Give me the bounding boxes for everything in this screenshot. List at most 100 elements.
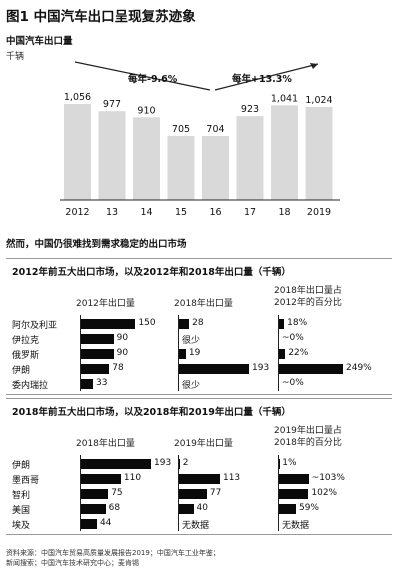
source-line-1: 资料来源：中国汽车贸易高质量发展报告2019；中国汽车工业年鉴； xyxy=(6,549,220,557)
bar-14 xyxy=(133,117,160,200)
bar-16 xyxy=(202,136,229,200)
p2-country-3: 美国 xyxy=(12,506,31,516)
p1-col1-label-3: 78 xyxy=(112,363,124,373)
source-note: 资料来源：中国汽车贸易高质量发展报告2019；中国汽车工业年鉴； 新闻搜索；中国… xyxy=(6,548,220,568)
p2-col1-bar-1 xyxy=(81,474,121,484)
p1-col2-label-4: 很少 xyxy=(182,381,201,391)
p2-col2-bar-1 xyxy=(179,474,220,484)
value-label-17: 923 xyxy=(241,104,259,115)
p1-col3-bar-2 xyxy=(279,349,286,359)
bar-15 xyxy=(167,135,195,200)
p2-col2-bar-3 xyxy=(179,504,194,514)
p2-col1-bar-4 xyxy=(81,519,97,529)
p1-col3-bar-0 xyxy=(279,319,285,329)
x-tick-label-2019: 2019 xyxy=(307,207,331,218)
x-tick-label-13: 13 xyxy=(106,207,118,218)
panel1-axis-2 xyxy=(178,315,179,391)
p2-col2-bar-0 xyxy=(179,459,180,469)
export-volume-chart: 1,056 2012 977 13 910 14 705 15 704 16 923 17 1,041 1… xyxy=(60,61,340,218)
annotation-decline: 每年-9.6% xyxy=(128,73,178,85)
panel-2012-markets: 2012年前五大出口市场，以及2012年和2018年出口量（千辆） 2012年出… xyxy=(6,258,392,395)
p1-col3-label-4: ~0% xyxy=(282,378,304,388)
lead-text: 然而，中国仍很难找到需求稳定的出口市场 xyxy=(6,239,187,250)
p2-col3-label-3: 59% xyxy=(298,503,319,513)
p1-col2-label-3: 193 xyxy=(252,363,270,373)
x-tick-label-17: 17 xyxy=(244,207,256,218)
p2-col1-bar-0 xyxy=(81,459,151,469)
panel-2018-markets: 2018年前五大出口市场，以及2018年和2019年出口量（千辆） 2018年出… xyxy=(6,398,392,535)
p2-col1-label-4: 44 xyxy=(99,518,112,528)
trend-arrow-decline xyxy=(74,61,211,91)
p2-col3-bar-0 xyxy=(279,459,280,469)
p2-country-0: 伊朗 xyxy=(12,461,31,471)
p1-col3-label-3: 249% xyxy=(346,363,372,373)
p1-col3-label-1: ~0% xyxy=(282,333,304,343)
p1-col3-label-0: 18% xyxy=(287,318,308,328)
panel1-col3-header-1: 2018年出口量占 xyxy=(274,286,342,296)
p1-country-3: 伊朗 xyxy=(12,366,31,376)
p1-country-0: 阿尔及利亚 xyxy=(12,321,58,331)
panel1-col2-header: 2018年出口量 xyxy=(174,299,233,309)
p2-col1-label-1: 110 xyxy=(123,473,142,483)
panel2-col3-header-1: 2019年出口量占 xyxy=(274,426,342,436)
panel2-col1-header: 2018年出口量 xyxy=(76,439,135,449)
value-label-18: 1,041 xyxy=(271,93,298,104)
p2-col3-label-2: 102% xyxy=(311,488,338,498)
bar-2019 xyxy=(305,106,333,200)
p2-col2-label-2: 77 xyxy=(209,488,222,498)
p2-col3-label-4: 无数据 xyxy=(282,521,310,531)
p1-country-4: 委内瑞拉 xyxy=(12,381,49,391)
chart-title: 中国汽车出口量 xyxy=(6,36,73,47)
p2-col2-label-0: 2 xyxy=(182,458,189,468)
bar-18 xyxy=(271,105,298,200)
trend-arrow-recovery xyxy=(214,63,319,91)
bar-17 xyxy=(236,116,264,200)
value-label-2012: 1,056 xyxy=(64,92,91,103)
p2-col2-label-3: 40 xyxy=(196,503,208,513)
p1-col2-label-2: 19 xyxy=(188,348,201,358)
x-tick-label-18: 18 xyxy=(278,207,290,218)
chart-unit: 千辆 xyxy=(6,52,25,62)
p1-col1-label-0: 150 xyxy=(138,318,156,328)
p2-col2-label-1: 113 xyxy=(222,473,241,483)
p1-col1-bar-0 xyxy=(81,319,136,329)
p1-col1-label-2: 90 xyxy=(116,348,129,358)
x-tick-label-14: 14 xyxy=(140,207,152,218)
value-label-14: 910 xyxy=(137,105,155,116)
value-label-15: 705 xyxy=(172,124,190,135)
p1-col1-label-1: 90 xyxy=(116,333,129,343)
trend-arrowhead xyxy=(310,63,318,69)
p2-col1-label-0: 193 xyxy=(154,458,172,468)
panel2-col2-header: 2019年出口量 xyxy=(174,439,233,449)
x-tick-label-2012: 2012 xyxy=(65,207,89,218)
p2-country-2: 智利 xyxy=(12,491,31,501)
panel2-title: 2018年前五大出口市场，以及2018年和2019年出口量（千辆） xyxy=(12,407,291,418)
x-tick-label-15: 15 xyxy=(175,207,187,218)
p2-col3-label-0: 1% xyxy=(282,458,297,468)
p2-col1-bar-2 xyxy=(81,489,109,499)
source-line-2: 新闻搜索；中国汽车技术研究中心；麦肯锡 xyxy=(6,559,139,567)
panel1-axis-3 xyxy=(278,315,279,391)
p2-col3-label-1: ~103% xyxy=(311,473,345,483)
p1-country-2: 俄罗斯 xyxy=(12,351,40,361)
p1-col2-label-1: 很少 xyxy=(182,336,201,346)
p2-col1-bar-3 xyxy=(81,504,106,514)
p2-col2-bar-2 xyxy=(179,489,207,499)
p2-col1-label-3: 68 xyxy=(108,503,121,513)
p2-col3-bar-1 xyxy=(279,474,309,484)
panel2-col3-header-2: 2018年的百分比 xyxy=(274,438,342,448)
panel1-col1-header: 2012年出口量 xyxy=(76,299,135,309)
p1-col1-label-4: 33 xyxy=(95,378,108,388)
annotation-recovery: 每年+13.3% xyxy=(232,73,292,85)
bar-2012 xyxy=(64,104,91,200)
p1-col1-bar-3 xyxy=(81,364,110,374)
bar-13 xyxy=(98,111,126,200)
p2-country-1: 墨西哥 xyxy=(12,476,40,486)
value-label-13: 977 xyxy=(103,99,121,110)
p2-col3-bar-2 xyxy=(279,489,309,499)
p1-col3-label-2: 22% xyxy=(288,348,309,358)
p2-country-4: 埃及 xyxy=(12,521,31,531)
p1-col2-bar-3 xyxy=(179,364,249,374)
p1-col2-bar-0 xyxy=(179,319,190,329)
figure-title: 图1 中国汽车出口呈现复苏迹象 xyxy=(6,9,196,25)
